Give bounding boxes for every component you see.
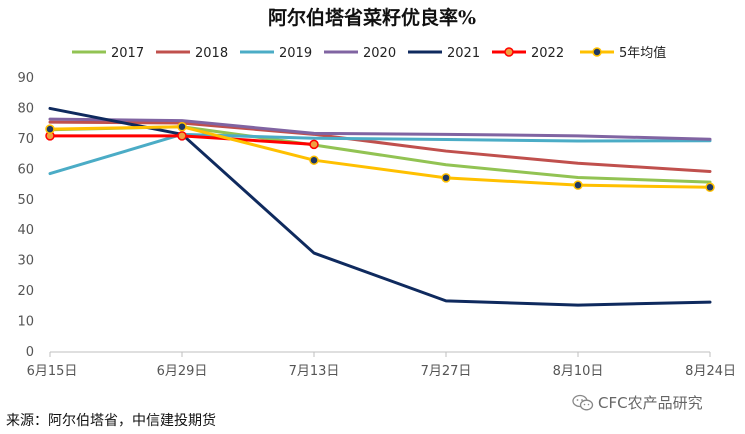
series-2020 xyxy=(48,117,712,141)
series-2019 xyxy=(48,132,712,176)
series-2018 xyxy=(48,120,712,173)
series-layer xyxy=(45,106,715,307)
watermark-text: CFC农产品研究 xyxy=(598,394,703,412)
legend-item: 2020 xyxy=(324,46,396,61)
data-point xyxy=(441,173,451,183)
y-tick-label: 30 xyxy=(17,254,34,269)
data-point xyxy=(45,124,55,134)
y-tick-label: 90 xyxy=(17,71,34,86)
series-line xyxy=(48,117,712,141)
series-line xyxy=(48,106,712,307)
legend-marker xyxy=(592,47,602,57)
legend: 2017 2018 2019 2020 2021 2022 5年均值 xyxy=(72,45,666,61)
legend-label: 2017 xyxy=(111,46,144,61)
x-tick-label: 6月15日 xyxy=(27,364,78,379)
series-5年均值 xyxy=(45,121,715,193)
axes: 0 10 20 30 40 50 60 70 80 90 6月15日 6月29日 7月13日 7月27日 8… xyxy=(17,71,736,379)
y-tick-label: 20 xyxy=(17,284,34,299)
legend-item: 2021 xyxy=(408,46,480,61)
legend-label: 2021 xyxy=(447,46,480,61)
legend-label: 2018 xyxy=(195,46,228,61)
data-point xyxy=(309,139,319,150)
y-tick-label: 50 xyxy=(17,193,34,208)
series-line xyxy=(48,132,712,176)
data-point xyxy=(177,131,187,141)
legend-label: 2020 xyxy=(363,46,396,61)
legend-item: 2018 xyxy=(156,46,228,61)
data-point xyxy=(705,182,715,193)
source-note: 来源：阿尔伯塔省，中信建投期货 xyxy=(6,413,216,429)
legend-label: 2022 xyxy=(531,46,564,61)
y-tick-label: 10 xyxy=(17,315,34,330)
series-line xyxy=(48,125,712,189)
legend-item: 2019 xyxy=(240,46,312,61)
y-tick-label: 60 xyxy=(17,162,34,177)
legend-item: 2017 xyxy=(72,46,144,61)
y-tick-label: 0 xyxy=(26,345,34,360)
y-tick-label: 40 xyxy=(17,223,34,238)
data-point xyxy=(177,121,187,132)
x-tick-label: 8月10日 xyxy=(553,364,604,379)
data-point xyxy=(309,155,319,165)
x-tick-label: 8月24日 xyxy=(685,364,736,379)
legend-label: 2019 xyxy=(279,46,312,61)
y-tick-label: 70 xyxy=(17,132,34,147)
data-point xyxy=(573,180,583,190)
watermark: CFC农产品研究 xyxy=(572,392,703,413)
legend-item: 2022 xyxy=(492,46,564,61)
series-2022 xyxy=(45,131,319,150)
x-tick-label: 7月13日 xyxy=(289,364,340,379)
series-2021 xyxy=(48,106,712,307)
y-tick-label: 80 xyxy=(17,101,34,116)
chart-title: 阿尔伯塔省菜籽优良率% xyxy=(268,6,476,29)
legend-item: 5年均值 xyxy=(580,45,666,61)
legend-marker xyxy=(504,47,514,57)
wechat-icon xyxy=(572,394,594,410)
series-line xyxy=(48,120,712,173)
x-tick-label: 7月27日 xyxy=(421,364,472,379)
legend-label: 5年均值 xyxy=(619,45,666,61)
x-tick-label: 6月29日 xyxy=(157,364,208,379)
